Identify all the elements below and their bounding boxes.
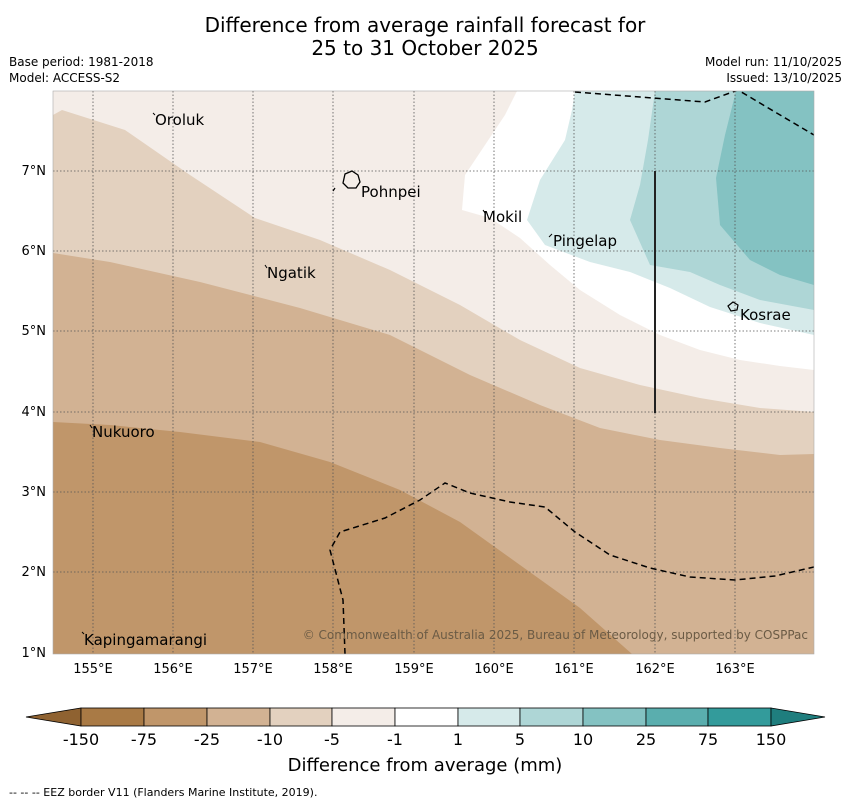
meta-left: Base period: 1981-2018 Model: ACCESS-S2 — [9, 54, 154, 86]
colorbar-segment — [457, 707, 521, 727]
colorbar-segment — [143, 707, 208, 727]
pohnpei-islet — [332, 187, 336, 192]
lon-label-162e: 162°E — [635, 662, 675, 677]
colorbar-segment — [519, 707, 584, 727]
atoll-markers — [81, 112, 553, 635]
eez-footnote: -- -- -- EEZ border V11 (Flanders Marine… — [9, 786, 318, 799]
model-name: Model: ACCESS-S2 — [9, 71, 121, 85]
place-kosrae: Kosrae — [740, 306, 791, 324]
lon-label-161e: 161°E — [554, 662, 594, 677]
colorbar-segment — [645, 707, 709, 727]
eez-border-south — [329, 482, 814, 654]
place-pingelap: Pingelap — [553, 232, 618, 250]
colorbar-tick: -5 — [324, 730, 340, 749]
model-run: Model run: 11/10/2025 — [704, 55, 842, 69]
colorbar-segment — [582, 707, 647, 727]
lat-label-1n: 1°N — [21, 646, 47, 661]
zone-10-to-25 — [716, 91, 814, 285]
lat-gridlines — [53, 170, 814, 573]
lon-label-163e: 163°E — [715, 662, 755, 677]
lat-label-7n: 7°N — [21, 164, 47, 179]
place-oroluk: Oroluk — [155, 111, 205, 129]
meta-right: Model run: 11/10/2025 Issued: 13/10/2025 — [705, 54, 842, 86]
lon-label-159e: 159°E — [394, 662, 434, 677]
kosrae-coast — [727, 301, 739, 312]
colorbar-segment — [269, 707, 333, 727]
copyright-credit: © Commonwealth of Australia 2025, Bureau… — [302, 628, 808, 642]
colorbar-tick: -10 — [256, 730, 284, 749]
lon-label-160e: 160°E — [474, 662, 514, 677]
colorbar-tick: 75 — [697, 730, 719, 749]
eez-border-north — [574, 91, 814, 136]
colorbar-segment — [394, 707, 459, 727]
colorbar-tick: -25 — [193, 730, 221, 749]
colorbar-bar — [25, 707, 826, 727]
place-nukuoro: Nukuoro — [92, 423, 155, 441]
colorbar-title: Difference from average (mm) — [287, 755, 563, 776]
colorbar-tick: 10 — [572, 730, 594, 749]
colorbar-tick: 150 — [755, 730, 787, 749]
map-frame — [52, 90, 815, 655]
lon-label-158e: 158°E — [313, 662, 353, 677]
colorbar-segment — [80, 707, 145, 727]
colorbar-tick: 25 — [635, 730, 657, 749]
colorbar-extend-low — [25, 707, 82, 727]
colorbar-tick: 5 — [514, 730, 526, 749]
map-title: Difference from average rainfall forecas… — [0, 14, 850, 60]
lat-label-6n: 6°N — [21, 244, 47, 259]
title-line-2: 25 to 31 October 2025 — [311, 36, 539, 60]
lat-label-3n: 3°N — [21, 485, 47, 500]
lon-label-155e: 155°E — [73, 662, 113, 677]
lon-label-156e: 156°E — [153, 662, 193, 677]
base-period: Base period: 1981-2018 — [9, 55, 154, 69]
place-ngatik: Ngatik — [267, 264, 316, 282]
lon-label-157e: 157°E — [233, 662, 273, 677]
colorbar-tick: -1 — [387, 730, 403, 749]
place-pohnpei: Pohnpei — [361, 183, 421, 201]
lat-label-4n: 4°N — [21, 405, 47, 420]
place-mokil: Mokil — [483, 208, 523, 226]
colorbar-tick: -150 — [62, 730, 100, 749]
colorbar-segment — [331, 707, 396, 727]
lat-label-2n: 2°N — [21, 565, 47, 580]
colorbar-tick: 1 — [452, 730, 464, 749]
colorbar-segment — [707, 707, 772, 727]
colorbar-segment — [206, 707, 271, 727]
colorbar-tick: -75 — [130, 730, 158, 749]
lat-label-5n: 5°N — [21, 324, 47, 339]
colorbar-extend-high — [770, 707, 826, 727]
issued-date: Issued: 13/10/2025 — [726, 71, 842, 85]
pohnpei-coast — [342, 170, 361, 189]
title-line-1: Difference from average rainfall forecas… — [204, 13, 646, 37]
place-kapingamarangi: Kapingamarangi — [84, 631, 208, 649]
zone-minus-75 — [53, 422, 632, 654]
